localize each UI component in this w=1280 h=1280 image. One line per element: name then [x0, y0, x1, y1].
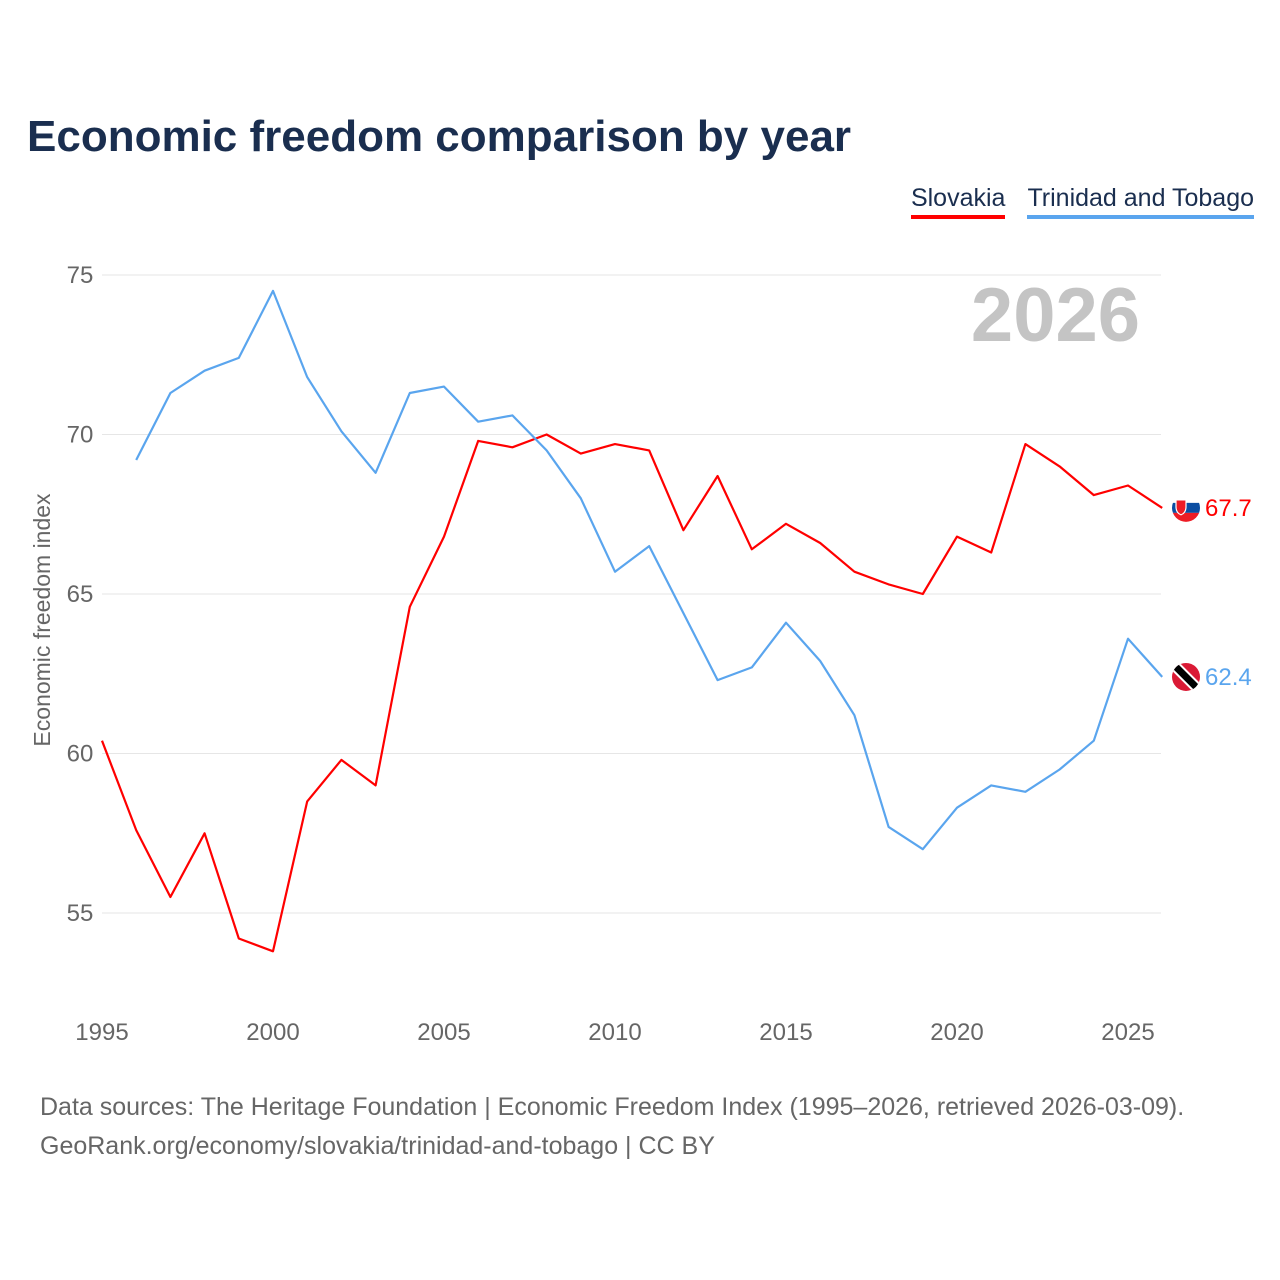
flag-band-black	[1172, 662, 1200, 691]
x-tick-label: 2020	[930, 1019, 983, 1046]
x-tick-label: 2005	[417, 1019, 470, 1046]
x-tick-label: 2015	[759, 1019, 812, 1046]
legend: Slovakia Trinidad and Tobago	[910, 184, 1254, 219]
y-tick-label: 55	[67, 900, 94, 927]
y-axis-label: Economic freedom index	[29, 493, 55, 747]
flag-stripe	[1172, 512, 1200, 522]
flag	[1172, 493, 1200, 522]
chart-title: Economic freedom comparison by year	[27, 112, 852, 161]
source-note: Data sources: The Heritage Foundation | …	[40, 1088, 1184, 1166]
legend-item-trinidad-and-tobago[interactable]: Trinidad and Tobago	[1027, 184, 1254, 219]
year-watermark: 2026	[971, 273, 1140, 358]
flag	[1172, 662, 1200, 691]
y-tick-label: 65	[67, 581, 94, 608]
series-line-slovakia	[100, 433, 1163, 953]
x-tick-label: 2000	[246, 1019, 299, 1046]
end-value-label: 62.4	[1205, 664, 1252, 691]
legend-item-slovakia[interactable]: Slovakia	[910, 184, 1006, 219]
flag-emblem	[1175, 499, 1187, 516]
slovakia-flag-icon	[1172, 493, 1200, 522]
y-tick-label: 60	[67, 741, 94, 768]
y-tick-label: 70	[67, 422, 94, 449]
series-line-trinidad-and-tobago	[135, 289, 1164, 851]
source-line-1: Data sources: The Heritage Foundation | …	[40, 1093, 1185, 1121]
y-tick-label: 75	[67, 262, 94, 289]
source-line-2[interactable]: GeoRank.org/economy/slovakia/trinidad-an…	[40, 1132, 715, 1160]
x-tick-label: 2010	[588, 1019, 641, 1046]
end-value-label: 67.7	[1205, 495, 1252, 522]
x-tick-label: 2025	[1101, 1019, 1154, 1046]
flag-stripe	[1172, 493, 1200, 503]
x-tick-label: 1995	[75, 1019, 128, 1046]
trinidad-and-tobago-flag-icon	[1172, 662, 1200, 691]
